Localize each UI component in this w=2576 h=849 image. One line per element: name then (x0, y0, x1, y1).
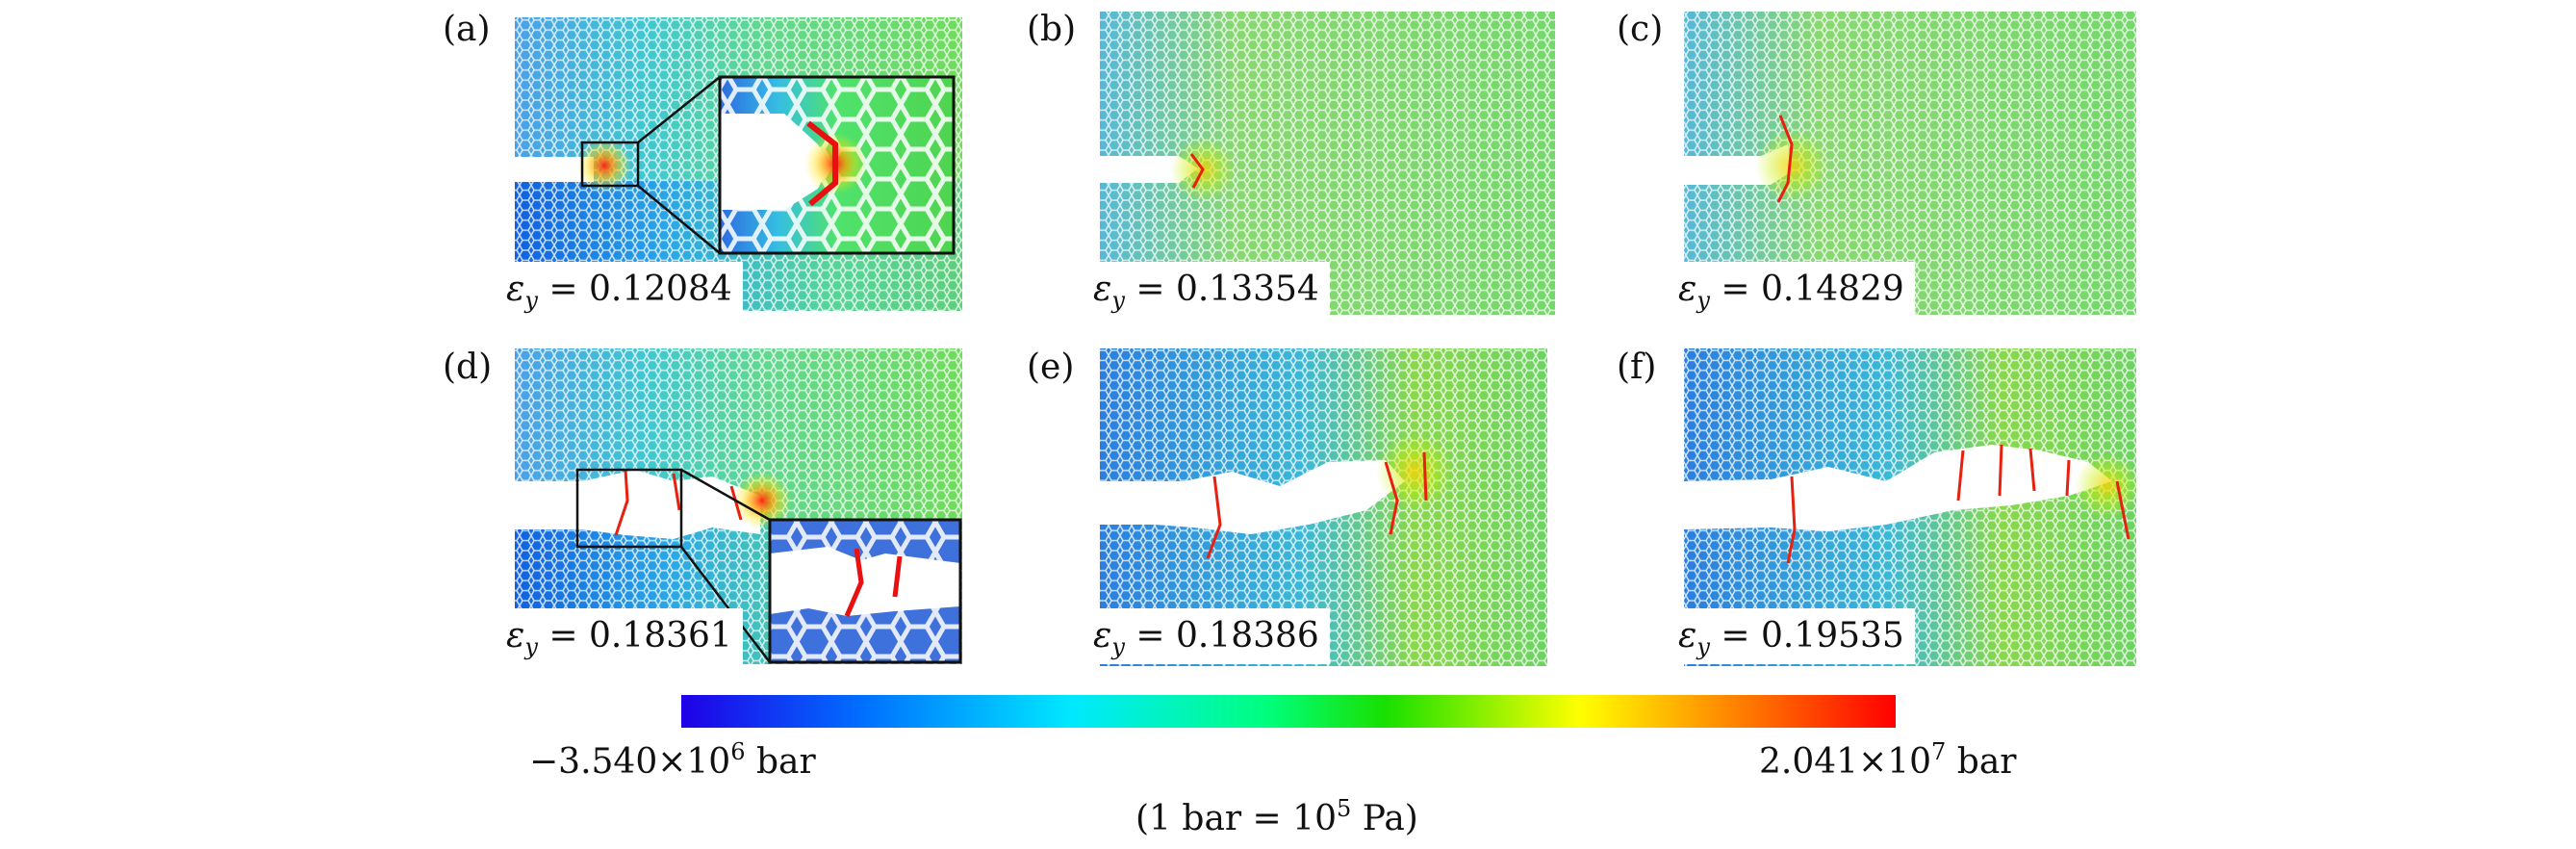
strain-symbol-d: ε (506, 616, 524, 656)
strain-symbol-c: ε (1678, 270, 1696, 309)
inset-frame-d (768, 518, 962, 664)
strain-symbol-f: ε (1678, 616, 1696, 656)
colorbar-max-exp: 7 (1931, 738, 1946, 765)
svg-text:(1 bar = 105 Pa): (1 bar = 105 Pa) (1135, 795, 1418, 838)
panel-label-a: (a) (443, 10, 491, 49)
strain-sub-c: y (1696, 287, 1710, 314)
strain-value-b: 0.13354 (1176, 270, 1319, 309)
crack-tip-hotspot-c (1755, 129, 1828, 202)
strain-value-e: 0.18386 (1176, 616, 1319, 656)
strain-label-b: εy = 0.13354 (1087, 262, 1330, 318)
colorbar-max-times: × (1858, 742, 1887, 782)
strain-symbol-e: ε (1093, 616, 1111, 656)
panel-label-c: (c) (1617, 10, 1663, 49)
strain-sub-f: y (1696, 633, 1710, 660)
panel-label-b: (b) (1027, 10, 1076, 49)
colorbar-gradient (681, 695, 1896, 728)
crack-tip-hotspot-a (577, 139, 631, 193)
colorbar-min-mantissa: −3.540 (529, 742, 657, 782)
strain-value-a: 0.12084 (589, 270, 732, 309)
notch-d (515, 481, 587, 529)
svg-text:εy = 0.12084: εy = 0.12084 (506, 270, 732, 314)
colorbar-min-exp: 6 (730, 738, 745, 765)
unit-note-base: 10 (1292, 799, 1337, 838)
strain-sub-a: y (523, 287, 538, 314)
colorbar-max-base: 10 (1887, 742, 1931, 782)
colorbar-min-label: −3.540×106 bar (529, 738, 816, 782)
colorbar-min-times: × (657, 742, 686, 782)
inset-frame-a (718, 75, 956, 255)
unit-note-open: (1 bar = (1135, 799, 1292, 838)
strain-label-f: εy = 0.19535 (1672, 608, 1915, 664)
inset-source-box-a (580, 141, 640, 188)
inset-void-d (770, 547, 960, 616)
colorbar-max-mantissa: 2.041 (1759, 742, 1858, 782)
crack-void-f (1684, 445, 2112, 531)
colorbar-max-unit: bar (1957, 742, 2018, 782)
strain-sub-b: y (1110, 287, 1125, 314)
strain-symbol-a: ε (506, 270, 524, 309)
panel-label-e: (e) (1027, 347, 1074, 387)
svg-text:εy = 0.18386: εy = 0.18386 (1093, 616, 1319, 660)
strain-sub-d: y (523, 633, 538, 660)
colorbar-min-base: 10 (686, 742, 730, 782)
svg-text:εy = 0.14829: εy = 0.14829 (1678, 270, 1904, 314)
panel-label-d: (d) (443, 347, 492, 387)
svg-text:εy = 0.18361: εy = 0.18361 (506, 616, 732, 660)
crack-void-e (1100, 460, 1405, 534)
unit-note-exp: 5 (1337, 795, 1351, 822)
inset-source-box-d (575, 468, 683, 549)
colorbar-min-unit: bar (756, 742, 817, 782)
panel-d: (d) εy = 0.18361 (443, 347, 962, 664)
svg-text:εy = 0.13354: εy = 0.13354 (1093, 270, 1319, 314)
inset-d (575, 468, 962, 664)
unit-note: (1 bar = 105 Pa) (1135, 795, 1418, 838)
panel-c: (c) εy = 0.14829 (1617, 10, 2136, 318)
panel-f: (f) εy = 0.19535 (1617, 347, 2140, 666)
strain-label-c: εy = 0.14829 (1672, 262, 1915, 318)
strain-symbol-b: ε (1093, 270, 1111, 309)
inset-a (580, 75, 956, 255)
panel-label-f: (f) (1617, 347, 1656, 387)
strain-value-c: 0.14829 (1761, 270, 1904, 309)
colorbar-max-label: 2.041×107 bar (1759, 738, 2017, 782)
strain-value-d: 0.18361 (589, 616, 732, 656)
inset-void-a (720, 114, 829, 210)
unit-note-close: Pa) (1351, 799, 1418, 838)
strain-label-e: εy = 0.18386 (1087, 608, 1330, 664)
panel-a: (a) εy = 0.12084 (443, 10, 962, 318)
panel-b: (b) εy = 0.13354 (1027, 10, 1555, 318)
strain-label-d: εy = 0.18361 (500, 608, 743, 664)
colorbar: −3.540×106 bar 2.041×107 bar (529, 695, 2017, 782)
strain-label-a: εy = 0.12084 (500, 262, 743, 318)
panel-e: (e) εy = 0.18386 (1027, 347, 1547, 666)
strain-sub-e: y (1110, 633, 1125, 660)
svg-text:εy = 0.19535: εy = 0.19535 (1678, 616, 1904, 660)
strain-value-f: 0.19535 (1761, 616, 1904, 656)
